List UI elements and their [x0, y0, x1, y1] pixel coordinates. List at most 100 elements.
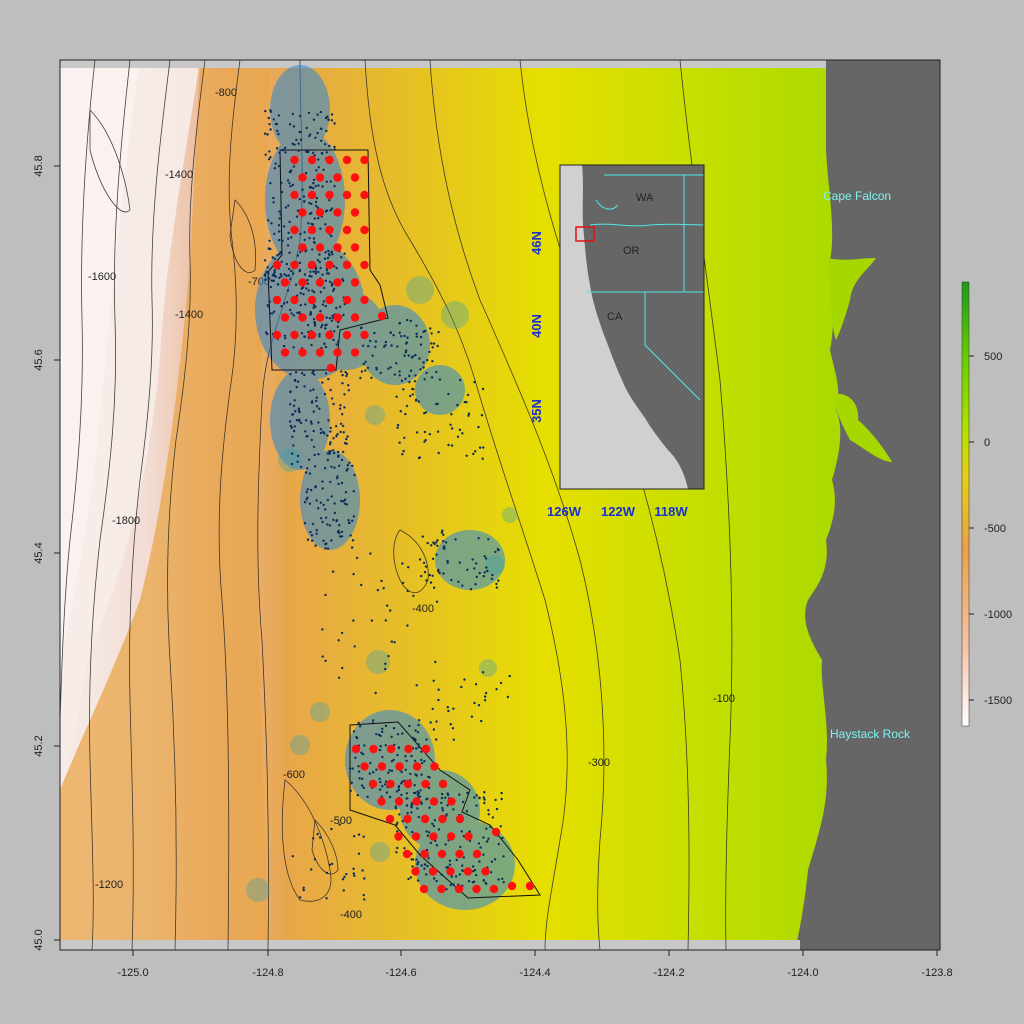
observation-point	[276, 129, 279, 133]
observation-point	[357, 852, 361, 855]
observation-point	[477, 842, 481, 845]
observation-point	[293, 378, 297, 382]
observation-point	[458, 561, 461, 564]
observation-point	[292, 404, 296, 407]
observation-point	[413, 784, 416, 787]
observation-point	[482, 575, 485, 578]
observation-point	[427, 831, 431, 834]
observation-point	[501, 877, 504, 880]
legend-tick-label: -500	[984, 523, 1006, 535]
observation-point	[471, 558, 474, 561]
observation-point	[328, 524, 332, 527]
observation-point	[337, 639, 340, 642]
observation-point	[265, 270, 268, 274]
observation-point	[275, 147, 279, 150]
observation-point	[323, 342, 326, 345]
observation-point	[311, 539, 314, 542]
survey-station	[351, 744, 361, 754]
observation-point	[422, 361, 425, 364]
observation-point	[459, 378, 462, 382]
contour-label: -400	[412, 603, 434, 615]
observation-point	[429, 721, 432, 724]
observation-point	[396, 423, 400, 427]
observation-point	[333, 502, 336, 505]
observation-point	[331, 253, 334, 256]
observation-point	[269, 156, 272, 159]
observation-point	[371, 721, 375, 725]
observation-point	[263, 259, 267, 262]
inset-state-label-wa: WA	[636, 192, 654, 204]
observation-point	[343, 875, 346, 879]
observation-point	[508, 674, 511, 678]
survey-station	[411, 867, 420, 876]
x-tick-label: -124.8	[252, 967, 283, 979]
observation-point	[315, 399, 318, 403]
observation-point	[324, 345, 328, 349]
observation-point	[268, 300, 271, 303]
observation-point	[382, 587, 385, 590]
observation-point	[435, 720, 438, 723]
observation-point	[366, 366, 370, 370]
observation-point	[387, 654, 390, 658]
observation-point	[314, 268, 318, 271]
observation-point	[310, 534, 314, 537]
observation-point	[396, 733, 400, 736]
observation-point	[482, 796, 485, 799]
observation-point	[473, 380, 476, 384]
observation-point	[411, 393, 414, 396]
observation-point	[480, 414, 484, 417]
observation-point	[294, 410, 297, 413]
observation-point	[311, 151, 315, 154]
observation-point	[456, 435, 460, 438]
observation-point	[287, 267, 291, 271]
survey-station	[437, 849, 447, 859]
observation-point	[311, 248, 314, 251]
observation-point	[277, 224, 281, 227]
observation-point	[494, 550, 497, 554]
observation-point	[315, 396, 318, 399]
y-tick-label: 45.4	[33, 542, 45, 563]
observation-point	[324, 327, 327, 330]
observation-point	[449, 883, 452, 887]
observation-point	[325, 871, 329, 875]
observation-point	[328, 443, 332, 446]
place-label-haystack-rock: Haystack Rock	[830, 727, 911, 741]
observation-point	[478, 446, 482, 449]
observation-point	[279, 273, 282, 276]
observation-point	[360, 370, 364, 373]
observation-point	[317, 421, 320, 424]
survey-station	[325, 295, 334, 305]
observation-point	[303, 501, 307, 504]
observation-point	[330, 319, 333, 322]
observation-point	[343, 442, 347, 445]
observation-point	[460, 685, 463, 689]
observation-point	[405, 404, 409, 408]
observation-point	[372, 771, 375, 774]
observation-point	[290, 236, 293, 239]
survey-station	[446, 832, 456, 841]
observation-point	[471, 865, 475, 868]
observation-point	[325, 151, 328, 154]
observation-point	[278, 276, 281, 279]
observation-point	[311, 371, 314, 375]
observation-point	[341, 373, 344, 377]
observation-point	[326, 523, 329, 526]
observation-point	[278, 238, 281, 242]
survey-station	[315, 278, 325, 287]
observation-point	[388, 769, 391, 772]
observation-point	[493, 858, 497, 861]
observation-point	[401, 581, 405, 585]
observation-point	[332, 402, 335, 406]
observation-point	[450, 578, 453, 582]
observation-point	[324, 542, 327, 546]
observation-point	[342, 431, 345, 434]
observation-point	[315, 532, 318, 535]
observation-point	[398, 441, 401, 444]
observation-point	[405, 792, 408, 795]
observation-point	[342, 450, 345, 454]
survey-station	[280, 348, 290, 357]
observation-point	[420, 773, 423, 776]
observation-point	[406, 336, 409, 339]
observation-point	[330, 827, 333, 831]
observation-point	[345, 372, 349, 376]
